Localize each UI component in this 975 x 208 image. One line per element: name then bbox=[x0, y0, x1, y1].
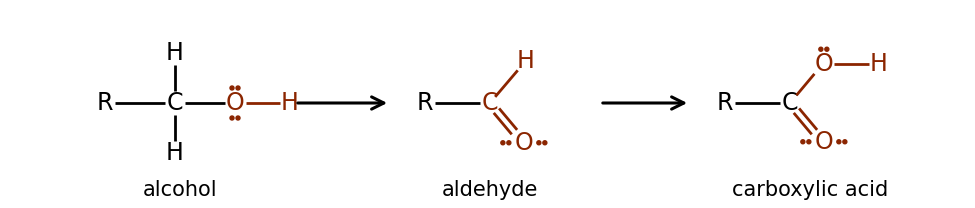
Text: C: C bbox=[482, 91, 498, 115]
Text: H: H bbox=[166, 41, 184, 65]
Text: carboxylic acid: carboxylic acid bbox=[732, 180, 888, 200]
Circle shape bbox=[819, 47, 823, 51]
Text: O: O bbox=[814, 130, 834, 154]
Text: O: O bbox=[515, 131, 533, 155]
Circle shape bbox=[837, 140, 840, 144]
Circle shape bbox=[507, 141, 511, 145]
Circle shape bbox=[230, 86, 234, 90]
Text: alcohol: alcohol bbox=[142, 180, 217, 200]
Circle shape bbox=[825, 47, 829, 51]
Text: R: R bbox=[97, 91, 113, 115]
Text: H: H bbox=[517, 49, 535, 73]
Text: R: R bbox=[717, 91, 733, 115]
Text: C: C bbox=[167, 91, 183, 115]
Circle shape bbox=[236, 86, 240, 90]
Circle shape bbox=[537, 141, 541, 145]
Text: R: R bbox=[416, 91, 433, 115]
Text: C: C bbox=[782, 91, 799, 115]
Text: H: H bbox=[166, 141, 184, 165]
Text: H: H bbox=[281, 91, 299, 115]
Circle shape bbox=[842, 140, 847, 144]
Circle shape bbox=[807, 140, 811, 144]
Text: O: O bbox=[814, 52, 834, 76]
Circle shape bbox=[236, 116, 240, 120]
Circle shape bbox=[230, 116, 234, 120]
Text: H: H bbox=[870, 52, 888, 76]
Circle shape bbox=[501, 141, 505, 145]
Circle shape bbox=[543, 141, 547, 145]
Circle shape bbox=[800, 140, 804, 144]
Text: O: O bbox=[225, 91, 245, 115]
Text: aldehyde: aldehyde bbox=[442, 180, 538, 200]
